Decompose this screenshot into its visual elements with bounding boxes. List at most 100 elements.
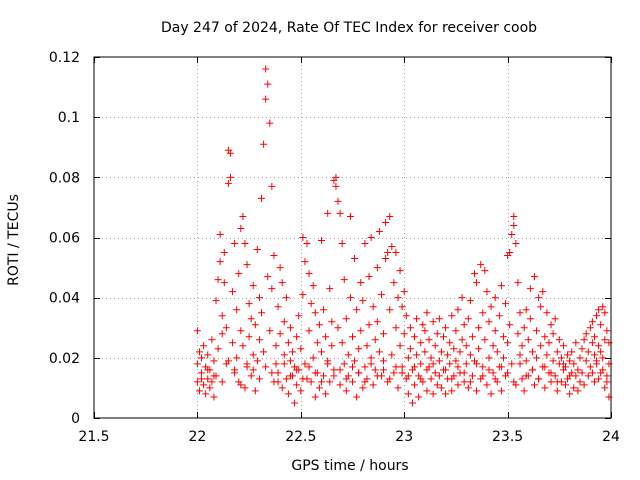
data-point xyxy=(353,306,361,314)
data-point xyxy=(522,372,530,380)
data-point xyxy=(388,243,396,251)
data-point xyxy=(226,173,234,181)
data-point xyxy=(431,369,439,377)
data-point xyxy=(293,381,301,389)
data-point xyxy=(404,354,412,362)
data-point xyxy=(386,306,394,314)
data-point xyxy=(580,381,588,389)
data-point xyxy=(216,230,224,238)
data-point xyxy=(262,65,270,73)
data-point xyxy=(582,330,590,338)
data-point xyxy=(413,351,421,359)
data-point xyxy=(375,227,383,235)
data-point xyxy=(442,390,450,398)
data-point xyxy=(475,345,483,353)
data-point xyxy=(586,324,594,332)
data-point xyxy=(278,279,286,287)
data-point xyxy=(264,273,272,281)
data-point xyxy=(570,384,578,392)
data-point xyxy=(210,393,218,401)
data-point xyxy=(429,318,437,326)
data-point xyxy=(462,342,470,350)
data-point xyxy=(504,339,512,347)
data-point xyxy=(547,378,555,386)
data-point xyxy=(311,309,319,317)
data-point xyxy=(528,348,536,356)
data-point xyxy=(210,357,218,365)
data-point xyxy=(363,342,371,350)
data-point xyxy=(417,375,425,383)
data-point xyxy=(516,351,524,359)
data-point xyxy=(243,261,251,269)
data-point xyxy=(566,357,574,365)
data-point xyxy=(359,384,367,392)
data-point xyxy=(475,324,483,332)
data-point xyxy=(458,294,466,302)
data-point xyxy=(518,375,526,383)
data-point xyxy=(442,366,450,374)
data-point xyxy=(253,357,261,365)
data-point xyxy=(299,291,307,299)
grid-lines xyxy=(94,57,611,418)
data-point xyxy=(601,384,609,392)
data-point xyxy=(588,369,596,377)
data-point xyxy=(481,267,489,275)
data-point xyxy=(355,345,363,353)
data-point xyxy=(572,372,580,380)
data-point xyxy=(485,354,493,362)
y-tick-label: 0.04 xyxy=(49,291,80,307)
data-point xyxy=(346,212,354,220)
data-point xyxy=(411,381,419,389)
data-point xyxy=(284,339,292,347)
data-point xyxy=(562,381,570,389)
x-axis-label: GPS time / hours xyxy=(291,458,408,474)
data-point xyxy=(355,369,363,377)
data-point xyxy=(380,366,388,374)
data-point xyxy=(489,342,497,350)
data-point xyxy=(533,327,541,335)
data-point xyxy=(402,312,410,320)
data-point xyxy=(520,387,528,395)
data-point xyxy=(588,339,596,347)
data-point xyxy=(557,354,565,362)
data-point xyxy=(398,303,406,311)
data-point xyxy=(545,339,553,347)
data-point xyxy=(365,321,373,329)
data-point xyxy=(357,279,365,287)
data-point xyxy=(317,378,325,386)
data-point xyxy=(392,324,400,332)
data-point xyxy=(220,279,228,287)
data-point xyxy=(282,294,290,302)
data-point xyxy=(216,258,224,266)
data-point xyxy=(328,318,336,326)
data-point xyxy=(551,372,559,380)
data-point xyxy=(295,312,303,320)
data-point xyxy=(222,324,230,332)
data-point xyxy=(371,366,379,374)
data-point xyxy=(415,393,423,401)
data-point xyxy=(229,339,237,347)
data-point xyxy=(595,342,603,350)
data-point xyxy=(473,279,481,287)
data-point xyxy=(576,354,584,362)
data-point xyxy=(317,237,325,245)
data-point xyxy=(301,360,309,368)
data-point xyxy=(553,348,561,356)
data-point xyxy=(435,372,443,380)
data-point xyxy=(349,378,356,386)
data-point xyxy=(266,119,274,127)
data-point xyxy=(508,360,516,368)
data-point xyxy=(514,279,522,287)
data-point xyxy=(266,327,274,335)
data-point xyxy=(528,366,536,374)
data-point xyxy=(235,270,243,278)
data-point xyxy=(349,333,356,341)
x-tick-label: 23.5 xyxy=(492,429,523,445)
data-point xyxy=(218,312,226,320)
data-point xyxy=(367,360,375,368)
data-point xyxy=(202,390,210,398)
data-point xyxy=(483,381,491,389)
data-point xyxy=(373,264,381,272)
data-point xyxy=(576,378,584,386)
data-point xyxy=(421,348,429,356)
